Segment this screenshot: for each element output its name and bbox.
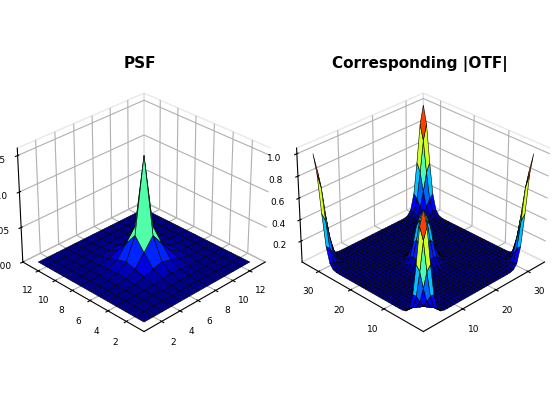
Title: Corresponding |OTF|: Corresponding |OTF| xyxy=(332,56,507,72)
Title: PSF: PSF xyxy=(124,56,157,71)
